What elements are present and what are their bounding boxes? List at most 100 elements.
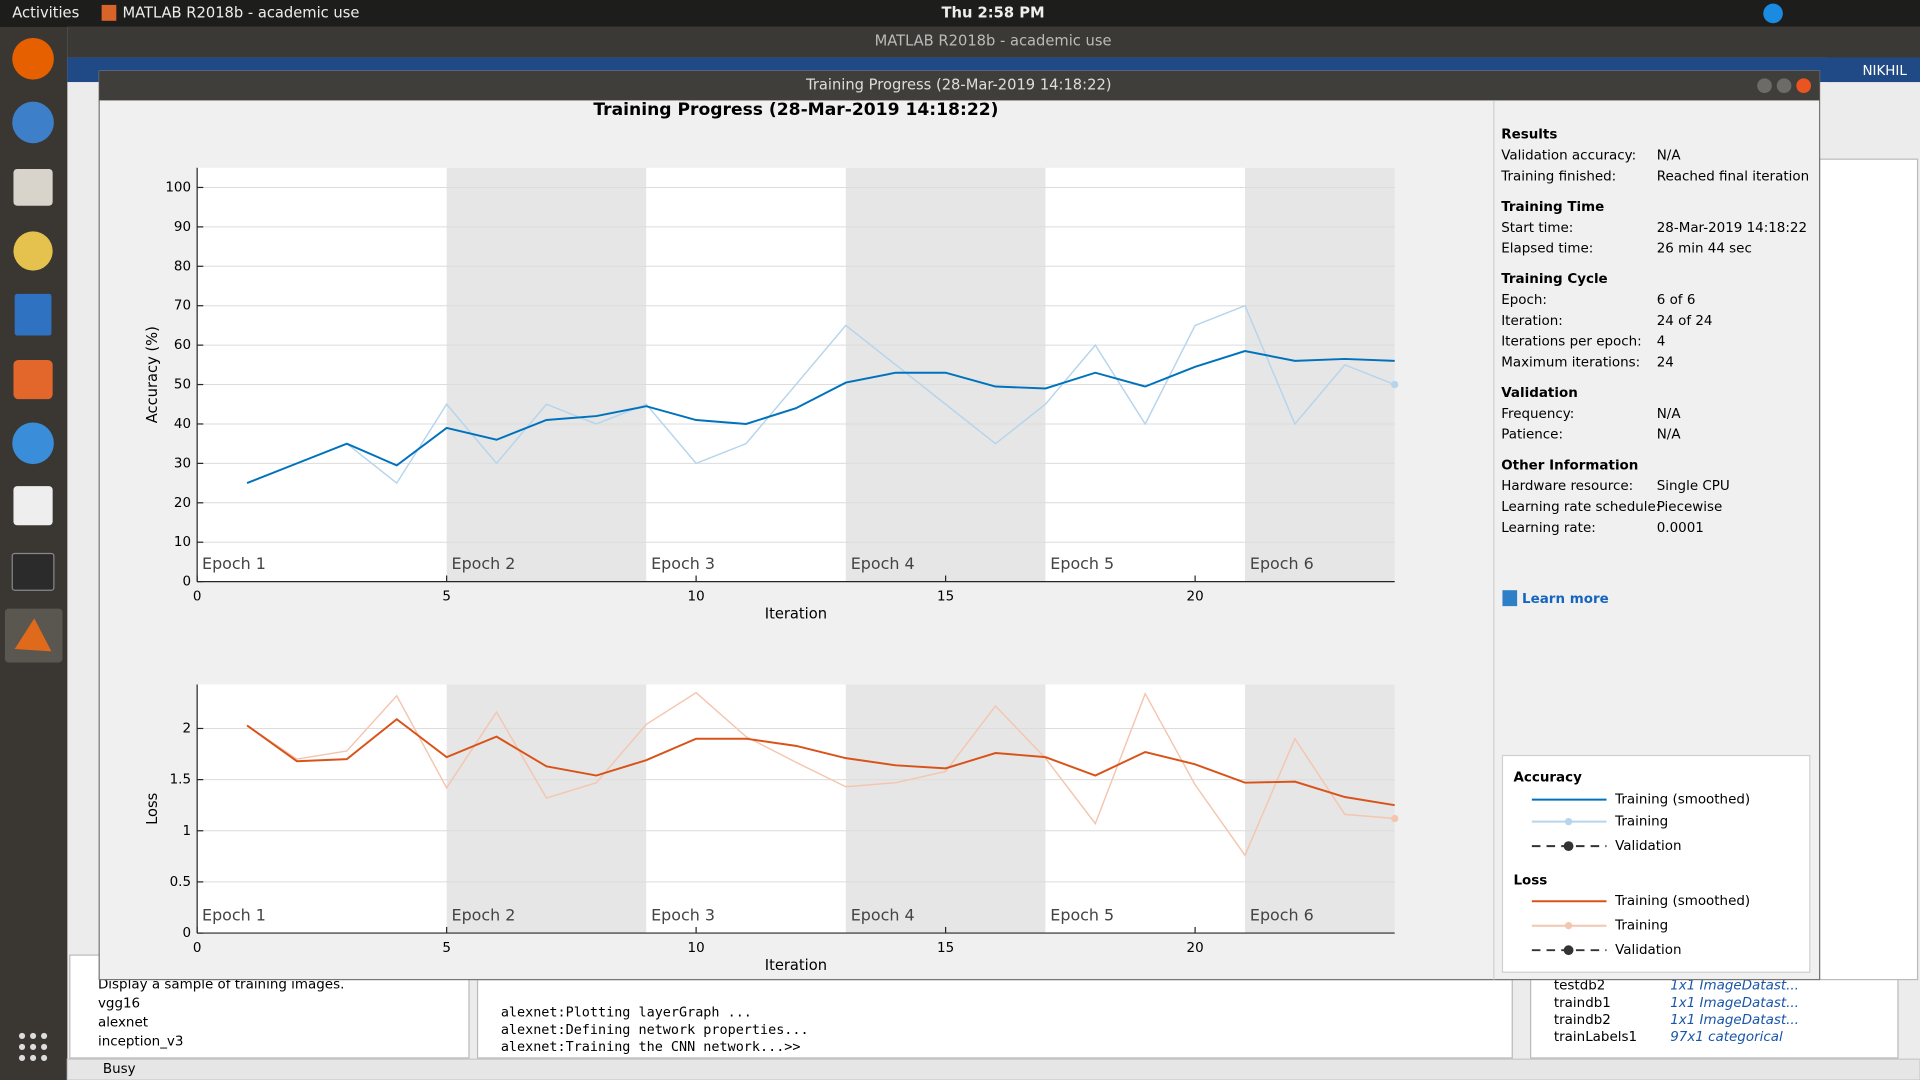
epoch-label: Epoch 5 [1050, 905, 1114, 924]
terminal-icon[interactable] [11, 552, 55, 591]
info-value: 28-Mar-2019 14:18:22 [1657, 221, 1807, 236]
workspace-value: 97x1 categorical [1670, 1030, 1783, 1045]
chart-title: Training Progress (28-Mar-2019 14:18:22) [593, 100, 998, 120]
legend-heading: Loss [1513, 873, 1547, 888]
legend-marker [1564, 922, 1573, 930]
close-button[interactable] [1796, 78, 1812, 94]
legend-heading: Accuracy [1513, 771, 1582, 786]
epoch-band [446, 684, 647, 934]
clock[interactable]: Thu 2:58 PM [942, 4, 1045, 21]
epoch-label: Epoch 4 [851, 905, 915, 924]
amazon-icon[interactable] [13, 486, 53, 526]
y-tick-label: 1 [182, 824, 191, 839]
info-key: Validation accuracy: [1501, 149, 1636, 164]
y-axis-label: Accuracy (%) [144, 326, 161, 423]
training-title: Training Progress (28-Mar-2019 14:18:22) [805, 77, 1112, 94]
x-tick-label: 10 [688, 589, 705, 604]
maximize-button[interactable] [1776, 78, 1792, 94]
workspace-name: testdb2 [1554, 979, 1605, 994]
files-icon[interactable] [13, 168, 53, 206]
series-line [246, 691, 1395, 857]
legend-marker [1563, 841, 1574, 852]
info-key: Iteration: [1501, 314, 1563, 329]
x-tick-label: 10 [688, 941, 705, 956]
y-tick-label: 0 [182, 926, 191, 941]
app-menu[interactable]: MATLAB R2018b - academic use [122, 4, 359, 21]
info-key: Maximum iterations: [1501, 355, 1640, 370]
info-key: Elapsed time: [1501, 242, 1593, 257]
legend-box [1501, 754, 1811, 973]
info-key: Patience: [1501, 428, 1563, 443]
x-tick-label: 15 [937, 589, 954, 604]
epoch-band [845, 684, 1046, 934]
epoch-label: Epoch 1 [202, 554, 266, 573]
epoch-label: Epoch 3 [651, 905, 715, 924]
status-bar [66, 1058, 1920, 1080]
training-titlebar [99, 71, 1820, 101]
y-tick-label: 30 [174, 456, 191, 471]
workspace-value: 1x1 ImageDatast... [1670, 979, 1799, 994]
info-key: Epoch: [1501, 293, 1547, 308]
matlab-titlebar [67, 26, 1920, 58]
firefox-icon[interactable] [12, 37, 54, 80]
x-tick-label: 0 [193, 589, 202, 604]
activities[interactable]: Activities [12, 4, 79, 21]
info-value: 24 [1657, 355, 1674, 370]
command-line: alexnet:Defining network properties... [501, 1023, 809, 1038]
epoch-label: Epoch 1 [202, 905, 266, 924]
legend-label: Training (smoothed) [1614, 894, 1750, 909]
x-axis-label: Iteration [765, 606, 827, 623]
mail-icon[interactable] [12, 101, 54, 144]
epoch-label: Epoch 3 [651, 554, 715, 573]
info-value: Single CPU [1657, 479, 1730, 494]
y-tick-label: 0.5 [170, 875, 191, 890]
command-window [476, 978, 1513, 1059]
writer-icon[interactable] [14, 293, 52, 336]
info-value: Piecewise [1657, 500, 1723, 515]
app-grid[interactable] [18, 1032, 48, 1062]
help-icon[interactable] [12, 422, 54, 465]
epoch-band [845, 167, 1046, 582]
file-item: alexnet [98, 1015, 148, 1030]
x-axis-label: Iteration [765, 957, 827, 974]
status: Busy [103, 1062, 136, 1077]
x-tick-label: 20 [1187, 941, 1204, 956]
rhythmbox-icon[interactable] [13, 231, 53, 271]
matlab-panels: Display a sample of training images. vgg1… [69, 158, 1919, 1059]
info-value: N/A [1657, 428, 1682, 443]
file-item: Display a sample of training images. [98, 977, 344, 992]
matlab-icon [14, 618, 52, 652]
x-tick-label: 5 [442, 941, 451, 956]
series-line [246, 718, 1395, 807]
y-tick-label: 90 [174, 220, 191, 235]
info-key: Iterations per epoch: [1501, 335, 1641, 350]
workspace-name: traindb1 [1554, 996, 1611, 1011]
user-menu[interactable]: NIKHIL [1862, 64, 1907, 79]
epoch-label: Epoch 2 [452, 905, 516, 924]
epoch-label: Epoch 4 [851, 554, 915, 573]
software-icon[interactable] [13, 360, 53, 400]
y-tick-label: 100 [165, 180, 191, 195]
y-axis-label: Loss [144, 793, 161, 825]
y-tick-label: 80 [174, 259, 191, 274]
file-item: inception_v3 [98, 1034, 184, 1049]
teamviewer-icon[interactable] [1763, 3, 1783, 24]
workspace-name: trainLabels1 [1554, 1030, 1637, 1045]
learn-more-link[interactable]: Learn more [1522, 592, 1609, 607]
y-tick-label: 2 [182, 721, 191, 736]
y-tick-label: 10 [174, 535, 191, 550]
y-tick-label: 60 [174, 338, 191, 353]
epoch-band [1245, 684, 1395, 934]
y-tick-label: 1.5 [170, 773, 191, 788]
x-tick-label: 0 [193, 941, 202, 956]
info-value: 4 [1657, 335, 1666, 350]
right-panel [1818, 158, 1919, 981]
y-tick-label: 20 [174, 496, 191, 511]
y-tick-label: 0 [182, 575, 191, 590]
info-icon [1502, 590, 1518, 607]
info-panel: Results Validation accuracy: N/A Training f… [1500, 128, 1809, 959]
legend-marker [1563, 945, 1574, 956]
info-value: Reached final iteration [1657, 169, 1809, 184]
command-line: alexnet:Training the CNN network...>> [501, 1040, 801, 1055]
minimize-button[interactable] [1757, 78, 1772, 94]
